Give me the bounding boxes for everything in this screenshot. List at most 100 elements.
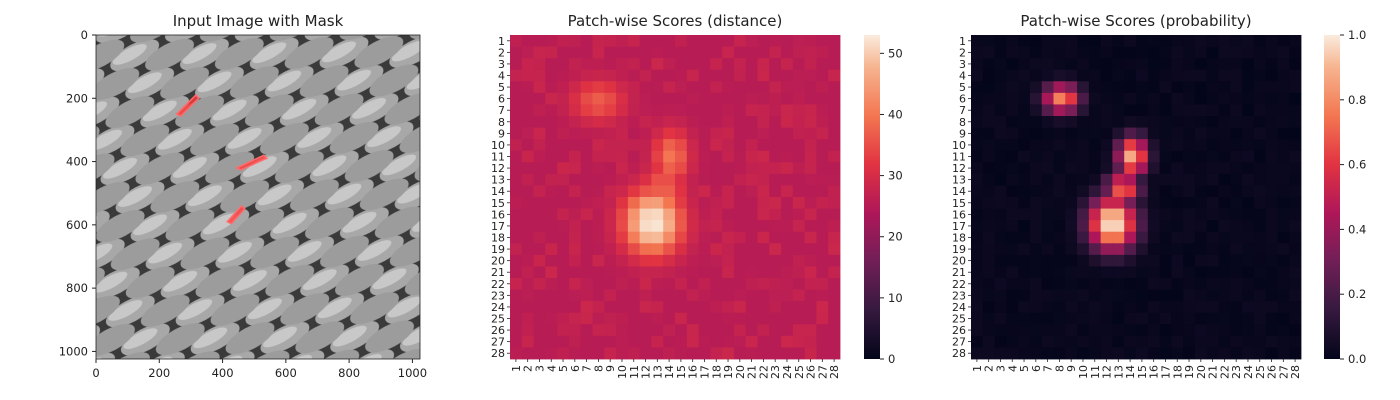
- heatmap-cell: [686, 92, 699, 105]
- heatmap-cell: [1077, 185, 1090, 198]
- heatmap-cell: [663, 104, 676, 117]
- heatmap-cell: [1253, 173, 1267, 186]
- heatmap-cell: [804, 58, 817, 71]
- heatmap-cell: [521, 266, 534, 279]
- heatmap-cell: [604, 35, 617, 47]
- heatmap-cell: [710, 139, 723, 152]
- heatmap-cell: [521, 162, 534, 175]
- heatmap-cell: [592, 324, 605, 337]
- heatmap-cell: [792, 127, 806, 140]
- colorbar-tick-label: 0.6: [1348, 158, 1366, 172]
- heatmap-cell: [781, 162, 794, 175]
- heatmap-cell: [816, 266, 829, 279]
- heatmap-cell: [557, 289, 570, 302]
- heatmap-cell: [1053, 104, 1066, 117]
- heatmap-cell: [1147, 127, 1160, 140]
- heatmap-cell: [604, 92, 617, 105]
- heatmap-cell: [510, 69, 523, 82]
- heatmap-cell: [828, 104, 841, 117]
- heatmap-cell: [568, 231, 582, 244]
- heatmap-cell: [580, 58, 593, 71]
- heatmap-cell: [1253, 208, 1267, 221]
- heatmap-cell: [651, 220, 664, 233]
- heatmap-cell: [792, 289, 806, 302]
- heatmap-cell: [1041, 266, 1054, 279]
- heatmap-cell: [698, 104, 711, 117]
- heatmap-cell: [1112, 347, 1125, 360]
- heatmap-cell: [686, 104, 699, 117]
- heatmap-cell: [1206, 254, 1219, 267]
- heatmap-cell: [1136, 208, 1149, 221]
- heatmap-cell: [510, 35, 523, 47]
- heatmap-cell: [1230, 278, 1243, 290]
- heatmap-cell: [627, 46, 641, 59]
- x-tick-label: 11: [1089, 365, 1102, 379]
- heatmap-cell: [1230, 243, 1243, 256]
- heatmap-cell: [1206, 104, 1219, 117]
- heatmap-cell: [1088, 127, 1102, 140]
- heatmap-cell: [982, 197, 995, 209]
- heatmap-cell: [1088, 81, 1102, 94]
- heatmap-cell: [1029, 69, 1043, 82]
- heatmap-cell: [1124, 81, 1137, 94]
- heatmap-cell: [994, 324, 1007, 337]
- heatmap-cell: [651, 278, 664, 290]
- heatmap-cell: [1124, 301, 1137, 314]
- heatmap-cell: [1100, 301, 1113, 314]
- x-tick-label: 25: [793, 365, 806, 379]
- heatmap-cell: [710, 301, 723, 314]
- heatmap-cell: [1077, 220, 1090, 233]
- heatmap-cell: [792, 324, 806, 337]
- heatmap-cell: [781, 104, 794, 117]
- heatmap-cell: [1100, 127, 1113, 140]
- heatmap-cell: [1218, 69, 1231, 82]
- heatmap-cell: [1088, 69, 1102, 82]
- heatmap-cell: [1065, 197, 1078, 209]
- heatmap-cell: [1053, 35, 1066, 47]
- heatmap-cell: [1206, 266, 1219, 279]
- heatmap-cell: [1265, 289, 1278, 302]
- heatmap-cell: [1277, 278, 1290, 290]
- heatmap-cell: [557, 301, 570, 314]
- heatmap-cell: [639, 197, 652, 209]
- heatmap-cell: [686, 127, 699, 140]
- heatmap-cell: [663, 220, 676, 233]
- heatmap-cell: [545, 150, 558, 163]
- heatmap-cell: [1242, 173, 1255, 186]
- heatmap-cell: [1088, 266, 1102, 279]
- heatmap-cell: [510, 243, 523, 256]
- heatmap-cell: [1006, 58, 1019, 71]
- heatmap-cell: [1006, 289, 1019, 302]
- heatmap-cell: [1206, 347, 1219, 360]
- heatmap-cell: [1112, 69, 1125, 82]
- heatmap-cell: [994, 185, 1007, 198]
- heatmap-cell: [639, 254, 652, 267]
- heatmap-cell: [1029, 289, 1043, 302]
- heatmap-cell: [1265, 243, 1278, 256]
- x-tick-label: 24: [781, 365, 794, 379]
- x-tick-label: 8: [592, 365, 605, 372]
- heatmap-cell: [651, 139, 664, 152]
- heatmap-cell: [1147, 185, 1160, 198]
- heatmap-cell: [1289, 243, 1302, 256]
- heatmap-cell: [1112, 220, 1125, 233]
- x-tick-label: 21: [1207, 365, 1220, 379]
- heatmap-cell: [982, 312, 995, 325]
- colorbar-tick-label: 50: [888, 46, 903, 60]
- heatmap-cell: [616, 347, 629, 360]
- heatmap-cell: [982, 335, 995, 348]
- heatmap-cell: [828, 173, 841, 186]
- heatmap-cell: [1277, 116, 1290, 128]
- heatmap-cell: [1289, 46, 1302, 59]
- heatmap-cell: [1218, 254, 1231, 267]
- heatmap-cell: [1218, 347, 1231, 360]
- heatmap-cell: [722, 162, 735, 175]
- heatmap-cell: [1053, 162, 1066, 175]
- heatmap-cell: [686, 162, 699, 175]
- heatmap-cell: [1194, 231, 1208, 244]
- heatmap-cell: [1242, 301, 1255, 314]
- heatmap-cell: [627, 289, 641, 302]
- heatmap-cell: [557, 324, 570, 337]
- heatmap-cell: [1289, 289, 1302, 302]
- heatmap-cell: [1006, 104, 1019, 117]
